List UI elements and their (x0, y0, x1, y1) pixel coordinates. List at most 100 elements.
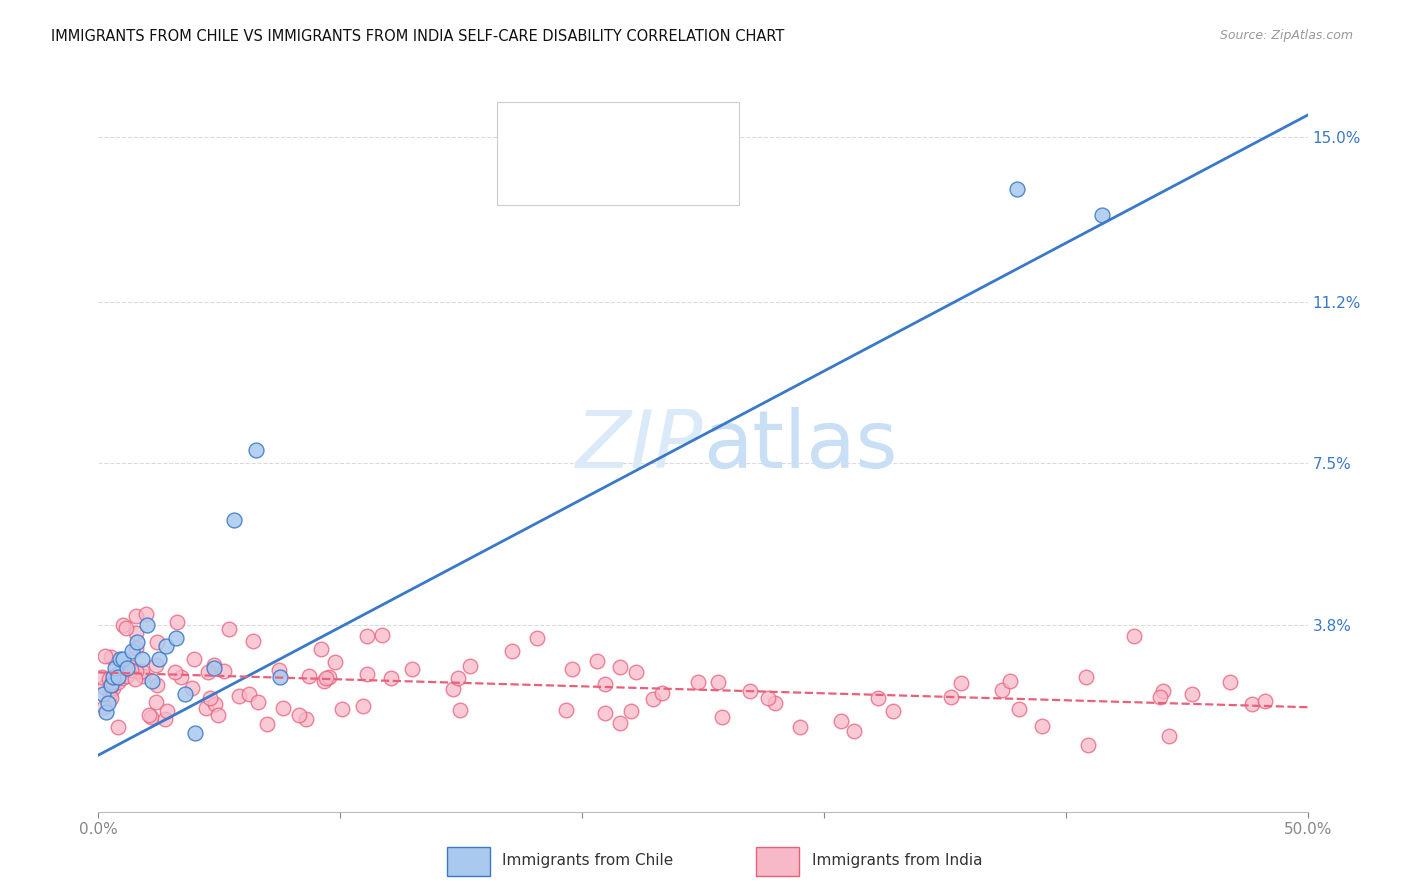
Point (91, 687, 114, 701)
FancyBboxPatch shape (508, 116, 541, 148)
Point (356, 629, 378, 643)
Point (1254, 694, 1277, 708)
Point (1091, 208, 1114, 222)
Point (882, 704, 904, 718)
Point (352, 698, 374, 713)
Point (100, 691, 122, 706)
Point (711, 710, 734, 724)
Point (100, 679, 122, 693)
Point (100, 650, 122, 665)
Point (148, 652, 170, 666)
Point (238, 687, 260, 701)
Point (688, 674, 710, 689)
Text: N =: N = (643, 169, 676, 184)
Point (139, 709, 162, 723)
Point (1007, 182, 1029, 196)
Point (756, 690, 779, 705)
FancyBboxPatch shape (508, 160, 541, 193)
Point (94, 705, 117, 719)
Point (166, 615, 188, 629)
Point (585, 654, 607, 668)
Point (1031, 719, 1053, 733)
Point (124, 672, 146, 686)
Point (163, 665, 186, 680)
Point (458, 659, 481, 673)
Point (707, 675, 730, 690)
Point (204, 661, 226, 675)
Text: Immigrants from India: Immigrants from India (811, 853, 981, 868)
Point (101, 681, 124, 695)
Text: ZIP: ZIP (575, 407, 703, 485)
Point (107, 665, 129, 680)
Point (830, 714, 852, 729)
Point (624, 665, 647, 679)
Point (401, 662, 423, 676)
Point (93, 649, 115, 664)
Point (202, 657, 225, 672)
Text: atlas: atlas (703, 407, 897, 485)
Point (212, 665, 235, 679)
Point (204, 697, 226, 711)
Point (107, 721, 129, 735)
Point (294, 712, 316, 726)
Point (842, 724, 865, 739)
Point (738, 684, 761, 698)
Point (318, 670, 340, 684)
Point (155, 640, 177, 654)
FancyBboxPatch shape (756, 847, 799, 876)
Point (181, 681, 204, 695)
Point (1159, 729, 1181, 743)
Point (288, 707, 311, 722)
Point (267, 663, 290, 677)
Point (91, 670, 114, 684)
Point (356, 666, 378, 681)
Point (323, 655, 346, 669)
Point (501, 643, 523, 657)
Point (117, 669, 139, 683)
Text: R =: R = (551, 169, 583, 184)
Point (107, 674, 129, 689)
Point (269, 670, 291, 684)
Text: Source: ZipAtlas.com: Source: ZipAtlas.com (1219, 29, 1353, 42)
Point (247, 695, 270, 709)
Point (309, 642, 332, 657)
Point (165, 631, 187, 645)
Point (763, 696, 786, 710)
Point (156, 704, 179, 718)
Point (121, 643, 143, 657)
Point (228, 689, 250, 703)
Point (100, 678, 122, 692)
Point (868, 690, 890, 705)
Point (1149, 690, 1171, 705)
Point (298, 669, 321, 683)
Point (222, 513, 245, 527)
Point (643, 692, 665, 706)
Point (135, 617, 157, 632)
Point (145, 695, 167, 709)
Point (218, 622, 240, 636)
Point (98, 679, 121, 693)
Point (131, 652, 153, 666)
Point (183, 652, 205, 666)
Point (207, 707, 229, 722)
Point (174, 687, 197, 701)
Point (1123, 628, 1146, 642)
Point (124, 626, 146, 640)
Point (107, 670, 129, 684)
Point (555, 703, 578, 717)
Point (245, 443, 267, 458)
Point (441, 681, 464, 696)
Point (312, 674, 335, 689)
Text: IMMIGRANTS FROM CHILE VS IMMIGRANTS FROM INDIA SELF-CARE DISABILITY CORRELATION : IMMIGRANTS FROM CHILE VS IMMIGRANTS FROM… (51, 29, 785, 44)
Point (593, 677, 616, 691)
Point (990, 683, 1012, 698)
Point (153, 712, 176, 726)
Point (371, 628, 394, 642)
Text: -0.315: -0.315 (586, 169, 636, 184)
Point (131, 664, 153, 678)
Point (138, 708, 160, 723)
Point (170, 669, 193, 683)
Point (1152, 684, 1174, 698)
Point (111, 671, 134, 685)
Point (125, 664, 148, 678)
